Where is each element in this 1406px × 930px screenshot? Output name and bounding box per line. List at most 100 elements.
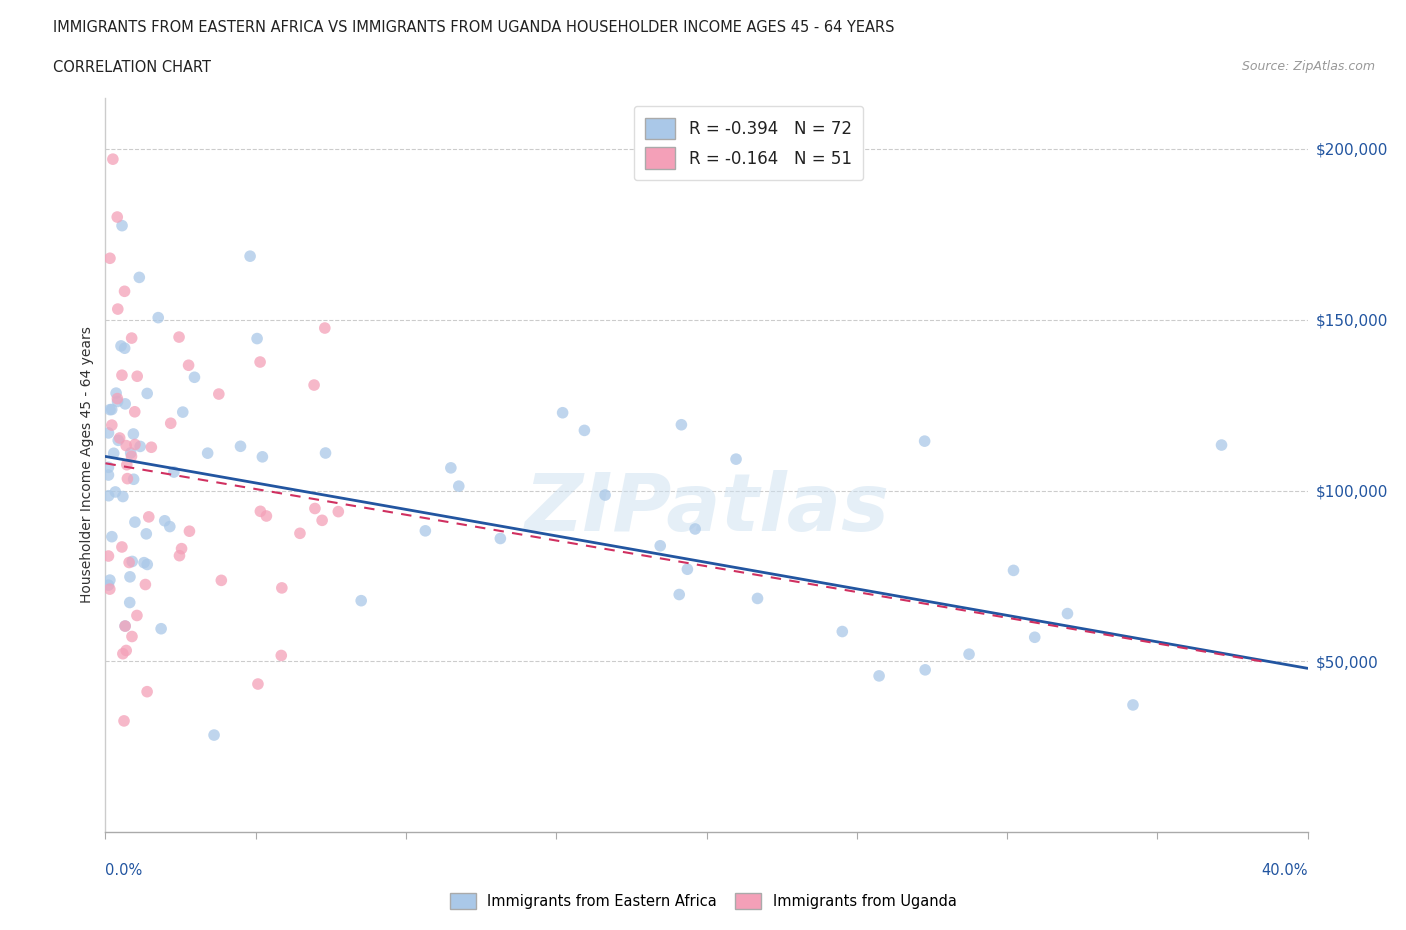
Point <box>153 513 176 528</box>
Point <box>98 581 121 596</box>
Point <box>249 354 271 369</box>
Point <box>1056 606 1078 621</box>
Point <box>1122 698 1144 712</box>
Point <box>124 437 146 452</box>
Point <box>447 479 470 494</box>
Legend: Immigrants from Eastern Africa, Immigrants from Uganda: Immigrants from Eastern Africa, Immigran… <box>444 887 962 915</box>
Point <box>97 426 120 441</box>
Point <box>138 510 160 525</box>
Point <box>208 387 231 402</box>
Point <box>121 629 143 644</box>
Point <box>101 418 124 432</box>
Text: IMMIGRANTS FROM EASTERN AFRICA VS IMMIGRANTS FROM UGANDA HOUSEHOLDER INCOME AGES: IMMIGRANTS FROM EASTERN AFRICA VS IMMIGR… <box>53 20 896 35</box>
Point <box>115 438 138 453</box>
Point <box>304 501 326 516</box>
Point <box>127 369 149 384</box>
Point <box>1002 563 1025 578</box>
Point <box>136 684 159 699</box>
Point <box>114 396 136 411</box>
Point <box>107 394 129 409</box>
Point <box>103 445 125 460</box>
Point <box>169 548 191 563</box>
Point <box>110 339 132 353</box>
Point <box>97 468 120 483</box>
Point <box>134 578 156 592</box>
Point <box>125 608 148 623</box>
Point <box>120 445 142 460</box>
Point <box>202 727 225 742</box>
Point <box>676 562 699 577</box>
Point <box>111 489 134 504</box>
Point <box>593 487 616 502</box>
Point <box>97 578 120 592</box>
Point <box>683 522 706 537</box>
Point <box>115 643 138 658</box>
Point <box>129 439 152 454</box>
Y-axis label: Householder Income Ages 45 - 64 years: Householder Income Ages 45 - 64 years <box>80 326 94 604</box>
Point <box>246 677 269 692</box>
Point <box>118 569 141 584</box>
Text: CORRELATION CHART: CORRELATION CHART <box>53 60 211 75</box>
Point <box>270 648 292 663</box>
Point <box>288 525 311 540</box>
Point <box>114 340 136 355</box>
Point <box>148 311 170 325</box>
Point <box>150 621 173 636</box>
Point <box>914 662 936 677</box>
Point <box>118 555 141 570</box>
Text: Source: ZipAtlas.com: Source: ZipAtlas.com <box>1241 60 1375 73</box>
Point <box>111 367 134 382</box>
Point <box>121 331 143 346</box>
Point <box>159 519 181 534</box>
Point <box>122 427 145 442</box>
Point <box>97 549 120 564</box>
Point <box>914 433 936 448</box>
Point <box>489 531 512 546</box>
Point <box>668 587 690 602</box>
Point <box>177 358 200 373</box>
Point <box>101 529 124 544</box>
Point <box>124 405 146 419</box>
Point <box>101 152 124 166</box>
Point <box>1211 438 1233 453</box>
Point <box>163 465 186 480</box>
Point <box>249 504 271 519</box>
Point <box>239 248 262 263</box>
Point <box>114 284 136 299</box>
Point <box>107 301 129 316</box>
Point <box>105 386 128 401</box>
Point <box>122 472 145 486</box>
Point <box>159 416 181 431</box>
Text: ZIPatlas: ZIPatlas <box>524 470 889 548</box>
Point <box>254 509 277 524</box>
Point <box>114 618 136 633</box>
Point <box>179 524 201 538</box>
Point <box>107 432 129 447</box>
Legend: R = -0.394   N = 72, R = -0.164   N = 51: R = -0.394 N = 72, R = -0.164 N = 51 <box>634 106 863 180</box>
Point <box>172 405 194 419</box>
Point <box>108 431 131 445</box>
Point <box>132 555 155 570</box>
Point <box>170 541 193 556</box>
Point <box>114 618 136 633</box>
Text: 0.0%: 0.0% <box>105 863 142 878</box>
Point <box>1024 630 1046 644</box>
Point <box>100 402 122 417</box>
Point <box>302 378 325 392</box>
Point <box>197 445 219 460</box>
Point <box>98 251 121 266</box>
Point <box>105 209 128 224</box>
Point <box>111 539 134 554</box>
Point <box>97 488 120 503</box>
Point <box>747 591 769 605</box>
Point <box>551 405 574 420</box>
Point <box>314 321 336 336</box>
Point <box>111 219 134 233</box>
Point <box>315 445 337 460</box>
Point <box>98 573 121 588</box>
Point <box>167 329 190 344</box>
Point <box>229 439 252 454</box>
Point <box>104 485 127 499</box>
Point <box>121 554 143 569</box>
Point <box>121 449 143 464</box>
